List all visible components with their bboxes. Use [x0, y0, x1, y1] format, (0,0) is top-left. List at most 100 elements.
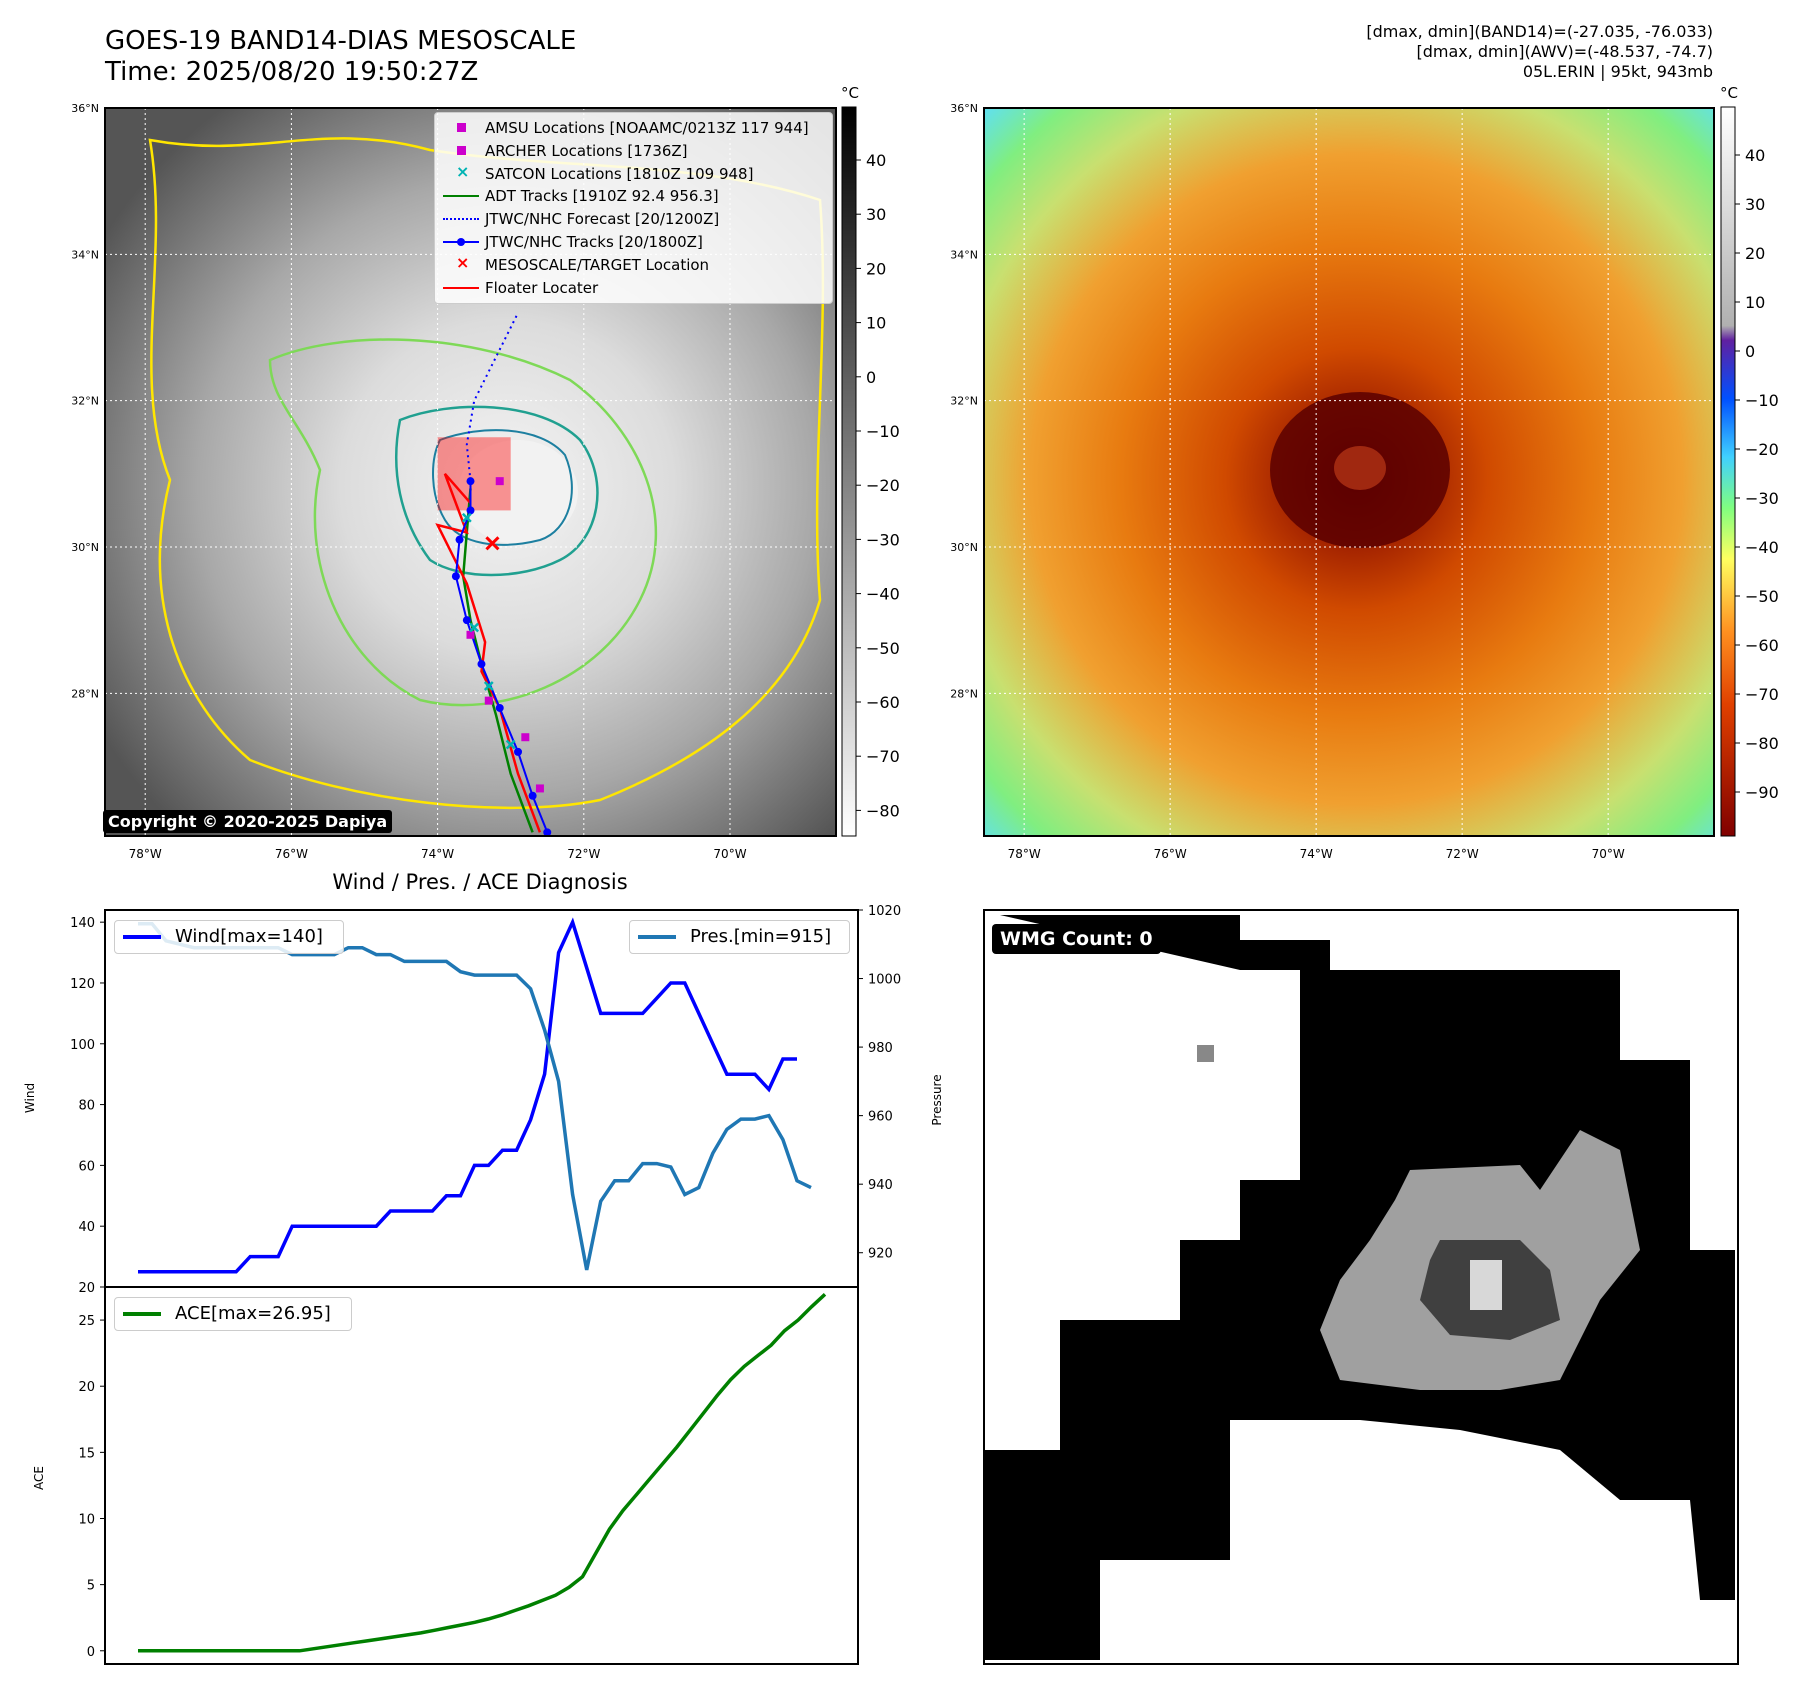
colorbar-tick-label: 30	[1745, 195, 1765, 214]
title-product: GOES-19 BAND14-DIAS MESOSCALE	[105, 26, 577, 56]
ir-eye-region	[458, 440, 578, 544]
colorbar-tick-label: −40	[1745, 538, 1779, 557]
nhc-track-point	[451, 572, 460, 581]
colorbar-tick-label: −80	[866, 801, 900, 820]
lon-label: 70°W	[1592, 847, 1625, 861]
colorbar-tick-label: −40	[866, 585, 900, 604]
satcon-location	[469, 622, 480, 633]
map-legend-swatch: ×	[456, 252, 470, 272]
awv-map-frame	[983, 107, 1715, 837]
map-legend-label: SATCON Locations [1810Z 109 948]	[485, 164, 754, 183]
map-legend: AMSU Locations [NOAAMC/0213Z 117 944] ARC…	[434, 112, 833, 304]
ace-axis-label: ACE	[32, 1466, 46, 1490]
colorbar-tick-label: −70	[866, 747, 900, 766]
lon-label: 70°W	[713, 847, 746, 861]
ir-map-frame	[104, 107, 837, 837]
map-legend-label: JTWC/NHC Forecast [20/1200Z]	[485, 210, 720, 229]
colorbar-tick-label: 40	[1745, 146, 1765, 165]
ir-map-gridlines: 36°N 34°N 32°N 30°N 28°N 78°W 76°W 74°W 72°W 70°W	[71, 102, 836, 861]
lat-label: 30°N	[71, 541, 99, 554]
wind-pressure-chart: Wind / Pres. / ACE Diagnosis 20 40 60 80 100…	[23, 870, 944, 1296]
ir-map-tracks	[435, 312, 552, 836]
map-legend-label: ARCHER Locations [1736Z]	[485, 141, 688, 160]
map-legend-label: AMSU Locations [NOAAMC/0213Z 117 944]	[485, 119, 809, 137]
colorbar-tick-label: 10	[1745, 293, 1765, 312]
figure-info: [dmax, dmin](BAND14)=(-27.035, -76.033) …	[1366, 22, 1713, 82]
amsu-location	[495, 477, 504, 486]
colorbar-tick-label: −20	[866, 476, 900, 495]
nhc-track-point	[466, 477, 475, 486]
colorbar-tick-label: −80	[1745, 734, 1779, 753]
colorbar-tick-label: −50	[866, 639, 900, 658]
ace-plot: 0 5 10 15 20 25	[78, 1293, 827, 1660]
map-legend-swatch	[443, 233, 479, 250]
diagnosis-title: Wind / Pres. / ACE Diagnosis	[332, 870, 627, 894]
wmg-count-badge: WMG Count: 0	[992, 924, 1161, 954]
colorbar-tick-label: −10	[866, 422, 900, 441]
ir-colorbar-ticks: 40 30 20 10 0 −10 −20 −30 −40 −50 −60 −70 −80	[856, 151, 900, 820]
ir-colorbar	[841, 106, 857, 837]
ir-contour-core	[432, 429, 573, 546]
wind-axis-tick-label: 60	[78, 1159, 95, 1174]
ir-contour-inner	[395, 405, 599, 577]
lat-label: 32°N	[71, 395, 99, 408]
wind-pressure-axes	[104, 909, 859, 1288]
wind-axis-tick-label: 80	[78, 1099, 95, 1114]
lat-label: 34°N	[950, 248, 978, 261]
pressure-axis-tick-label: 1020	[868, 904, 901, 919]
colorbar-tick-label: 30	[866, 205, 886, 224]
wind-series-line	[138, 917, 797, 1274]
lon-label: 74°W	[421, 847, 454, 861]
adt-track	[461, 488, 534, 833]
pressure-axis-tick-label: 1000	[868, 973, 901, 988]
nhc-track-point	[514, 747, 523, 756]
ace-axis-tick-label: 20	[78, 1380, 95, 1395]
satcon-location	[483, 681, 494, 691]
wmg-frame	[983, 909, 1739, 1665]
figure-title: GOES-19 BAND14-DIAS MESOSCALE Time: 2025…	[105, 26, 576, 88]
ir-contour-mid	[268, 338, 658, 707]
colorbar-tick-label: −30	[1745, 489, 1779, 508]
lon-label: 72°W	[1446, 847, 1479, 861]
colorbar-tick-label: 20	[866, 259, 886, 278]
lat-label: 28°N	[71, 687, 99, 700]
lon-label: 78°W	[129, 847, 162, 861]
colorbar-tick-label: −90	[1745, 783, 1779, 802]
colorbar-tick-label: −60	[866, 693, 900, 712]
amsu-location	[535, 784, 544, 793]
nhc-track-point	[495, 703, 504, 712]
ace-axis-tick-label: 25	[78, 1314, 95, 1329]
nhc-track-point	[466, 506, 475, 515]
wind-legend-swatch	[123, 935, 161, 939]
satcon-location	[461, 512, 472, 523]
colorbar-tick-label: 0	[1745, 342, 1755, 361]
map-legend-swatch	[443, 119, 479, 136]
lon-label: 74°W	[1300, 847, 1333, 861]
colorbar-tick-label: 20	[1745, 244, 1765, 263]
pressure-legend-label: Pres.[min=915]	[690, 926, 832, 947]
colorbar-tick-label: −50	[1745, 587, 1779, 606]
ace-axis-tick-label: 5	[87, 1579, 95, 1594]
colorbar-tick-label: −70	[1745, 685, 1779, 704]
awv-map-panel: 36°N 34°N 32°N 30°N 28°N 78°W 76°W 74°W 72°W 70°W…	[950, 84, 1779, 861]
pressure-axis-tick-label: 940	[868, 1178, 893, 1193]
colorbar-tick-label: 0	[866, 368, 876, 387]
map-legend-label: Floater Locater	[485, 278, 599, 297]
info-storm: 05L.ERIN | 95kt, 943mb	[1522, 62, 1713, 81]
wmg-eye-pixel	[1470, 1260, 1502, 1310]
colorbar-tick-label: −30	[866, 530, 900, 549]
lon-label: 76°W	[1154, 847, 1187, 861]
wind-legend-label: Wind[max=140]	[175, 926, 323, 947]
awv-eye	[1334, 446, 1386, 490]
awv-colorbar-unit: °C	[1720, 84, 1738, 102]
ace-axis-tick-label: 15	[78, 1446, 95, 1461]
wind-axis-tick-label: 100	[70, 1038, 95, 1053]
satcon-location	[505, 739, 516, 750]
lat-label: 36°N	[950, 102, 978, 115]
ace-series-line	[138, 1293, 827, 1653]
forecast-track	[465, 312, 519, 482]
map-legend-label: MESOSCALE/TARGET Location	[485, 255, 710, 274]
ir-colorbar-unit: °C	[841, 84, 859, 102]
wmg-isolated-pixel	[1197, 1045, 1214, 1062]
